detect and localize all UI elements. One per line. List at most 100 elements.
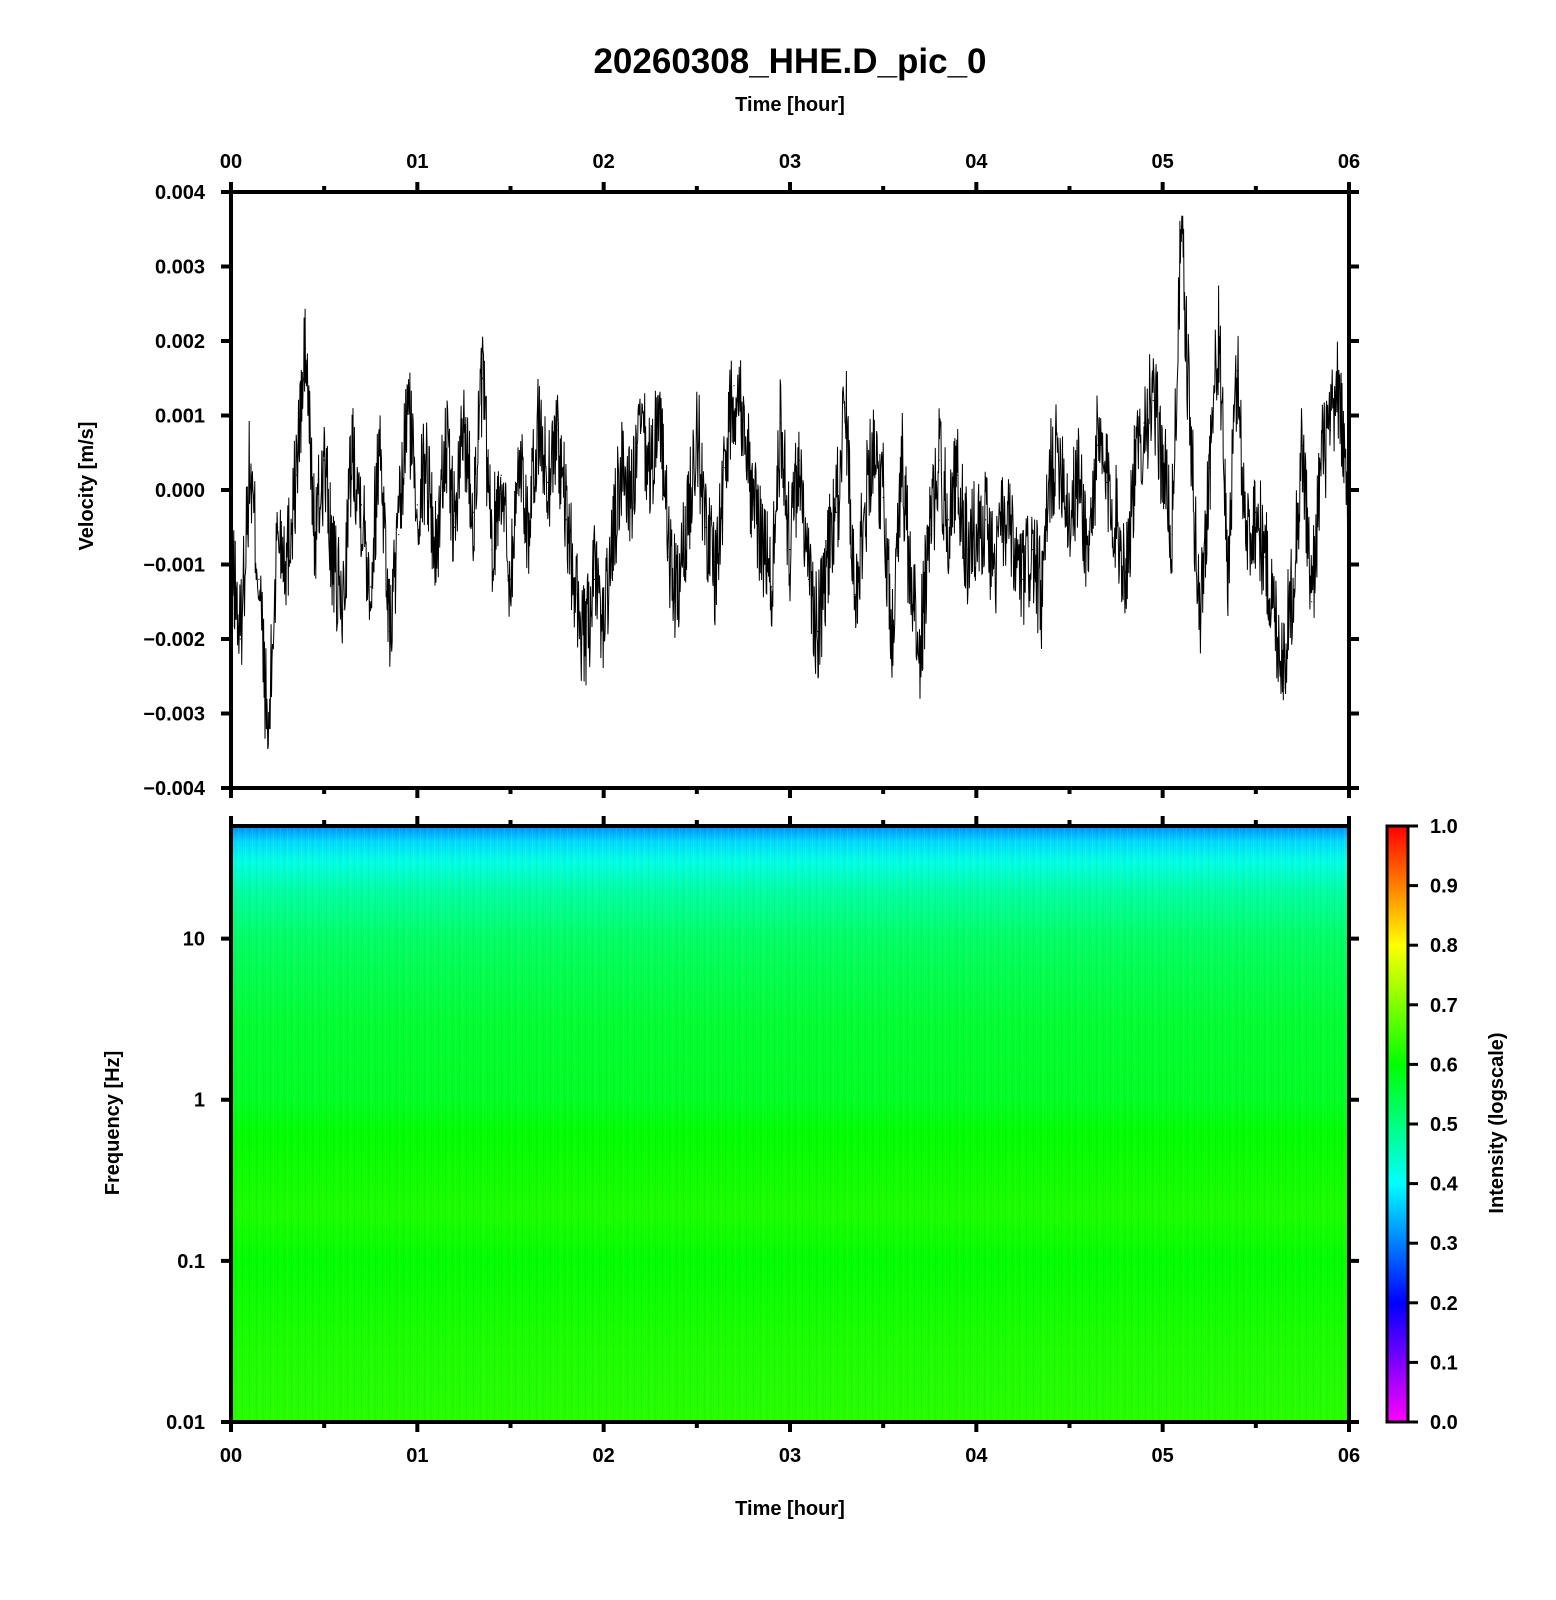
velocity-point bbox=[1190, 437, 1192, 439]
velocity-point bbox=[1311, 601, 1313, 603]
bottom-x-tick-label: 02 bbox=[593, 1445, 615, 1467]
velocity-point bbox=[966, 549, 968, 551]
velocity-y-tick-label: −0.002 bbox=[143, 629, 205, 651]
velocity-point bbox=[798, 459, 800, 461]
velocity-point bbox=[677, 601, 679, 603]
velocity-point bbox=[1301, 444, 1303, 446]
velocity-point bbox=[249, 467, 251, 469]
velocity-point bbox=[985, 519, 987, 521]
velocity-point bbox=[742, 407, 745, 409]
colorbar-ticks: 1.0 0.9 0.8 0.7 0.6 0.5 0.4 0.3 0.2 0.1 0.0 bbox=[1408, 816, 1459, 1434]
bottom-x-tick-label: 04 bbox=[965, 1445, 988, 1467]
velocity-point bbox=[649, 474, 651, 476]
velocity-point bbox=[770, 586, 773, 588]
velocity-point bbox=[575, 593, 577, 595]
velocity-point bbox=[1087, 556, 1089, 558]
velocity-point bbox=[1115, 519, 1117, 521]
velocity-point bbox=[565, 519, 568, 521]
velocity-point bbox=[500, 474, 502, 476]
velocity-point bbox=[873, 437, 875, 439]
velocity-point bbox=[845, 407, 847, 409]
velocity-point bbox=[482, 377, 484, 379]
velocity-point bbox=[854, 593, 856, 595]
velocity-y-tick-label: −0.001 bbox=[143, 555, 205, 577]
colorbar: 1.0 0.9 0.8 0.7 0.6 0.5 0.4 0.3 0.2 0.1 0.0 bbox=[1385, 816, 1459, 1434]
top-x-tick-label: 01 bbox=[406, 151, 428, 173]
colorbar-tick-label: 0.5 bbox=[1430, 1114, 1458, 1136]
velocity-y-tick-label: 0.003 bbox=[155, 257, 205, 279]
velocity-point bbox=[752, 504, 754, 506]
velocity-point bbox=[267, 742, 269, 744]
velocity-y-tick-label: 0.004 bbox=[155, 182, 206, 204]
velocity-point bbox=[659, 400, 661, 402]
velocity-point bbox=[910, 593, 912, 595]
velocity-point bbox=[1096, 444, 1099, 446]
velocity-point bbox=[1022, 578, 1024, 581]
velocity-point bbox=[332, 571, 335, 573]
velocity-point bbox=[1040, 601, 1043, 603]
spectrogram-texture bbox=[231, 826, 1349, 1422]
bottom-x-tick-label: 06 bbox=[1338, 1445, 1360, 1467]
velocity-point bbox=[491, 549, 493, 551]
top-x-tick-label: 06 bbox=[1338, 151, 1360, 173]
bottom-x-tick-label: 05 bbox=[1152, 1445, 1174, 1467]
velocity-y-tick-label: −0.004 bbox=[143, 778, 206, 800]
velocity-y-tick-label: 0.001 bbox=[155, 406, 205, 428]
velocity-point bbox=[1199, 623, 1201, 625]
frequency-y-tick-label: 0.01 bbox=[166, 1412, 205, 1434]
frequency-axis-label: Frequency [Hz] bbox=[102, 1051, 124, 1195]
velocity-point bbox=[817, 630, 819, 633]
velocity-point bbox=[714, 571, 717, 573]
velocity-trace bbox=[230, 215, 1350, 750]
velocity-point bbox=[258, 578, 260, 581]
velocity-point bbox=[547, 481, 549, 484]
velocity-point bbox=[957, 474, 959, 476]
velocity-point bbox=[826, 556, 828, 558]
top-x-tick-label: 03 bbox=[779, 151, 801, 173]
velocity-point bbox=[1255, 511, 1257, 513]
velocity-point bbox=[891, 630, 894, 633]
velocity-point bbox=[603, 623, 605, 625]
velocity-point bbox=[929, 534, 931, 536]
colorbar-tick-label: 0.0 bbox=[1430, 1412, 1458, 1434]
velocity-point bbox=[472, 511, 474, 513]
velocity-point bbox=[556, 429, 558, 431]
velocity-point bbox=[1339, 385, 1341, 387]
velocity-point bbox=[351, 444, 353, 446]
velocity-point bbox=[1292, 578, 1294, 581]
velocity-point bbox=[360, 504, 362, 506]
velocity-point bbox=[593, 578, 596, 581]
velocity-y-tick-label: 0.000 bbox=[155, 480, 205, 502]
colorbar-tick-label: 0.4 bbox=[1430, 1174, 1459, 1196]
colorbar-fill bbox=[1387, 826, 1408, 1422]
velocity-point bbox=[277, 526, 279, 528]
bottom-x-tick-label: 03 bbox=[779, 1445, 801, 1467]
velocity-point bbox=[1050, 467, 1052, 469]
frequency-y-tick-label: 1 bbox=[194, 1090, 205, 1112]
velocity-point bbox=[1236, 370, 1238, 372]
velocity-y-tick-label: 0.002 bbox=[155, 331, 205, 353]
velocity-point bbox=[463, 422, 465, 424]
bottom-x-tick-label: 01 bbox=[406, 1445, 428, 1467]
velocity-point bbox=[1078, 474, 1080, 476]
velocity-point bbox=[509, 578, 512, 581]
top-x-axis-label: Time [hour] bbox=[735, 94, 845, 116]
velocity-point bbox=[388, 630, 390, 633]
waveform-ticks: 00 01 02 03 04 05 06 0.004 0.003 0.002 0.001 0.000 −… bbox=[143, 151, 1360, 800]
velocity-point bbox=[789, 549, 791, 551]
velocity-point bbox=[686, 519, 689, 521]
velocity-point bbox=[370, 586, 372, 588]
velocity-point bbox=[342, 608, 344, 610]
velocity-point bbox=[919, 645, 922, 648]
spectrogram-ticks: 00 01 02 03 04 05 06 10 1 0.1 0.01 bbox=[166, 816, 1360, 1467]
velocity-point bbox=[1171, 534, 1173, 536]
velocity-point bbox=[631, 496, 633, 498]
velocity-point bbox=[863, 511, 866, 513]
colorbar-tick-label: 0.9 bbox=[1430, 876, 1458, 898]
velocity-point bbox=[537, 422, 540, 424]
velocity-point bbox=[1264, 556, 1266, 558]
velocity-point bbox=[947, 519, 950, 521]
colorbar-tick-label: 0.6 bbox=[1430, 1054, 1458, 1076]
velocity-point bbox=[407, 400, 409, 402]
velocity-point bbox=[323, 459, 325, 461]
